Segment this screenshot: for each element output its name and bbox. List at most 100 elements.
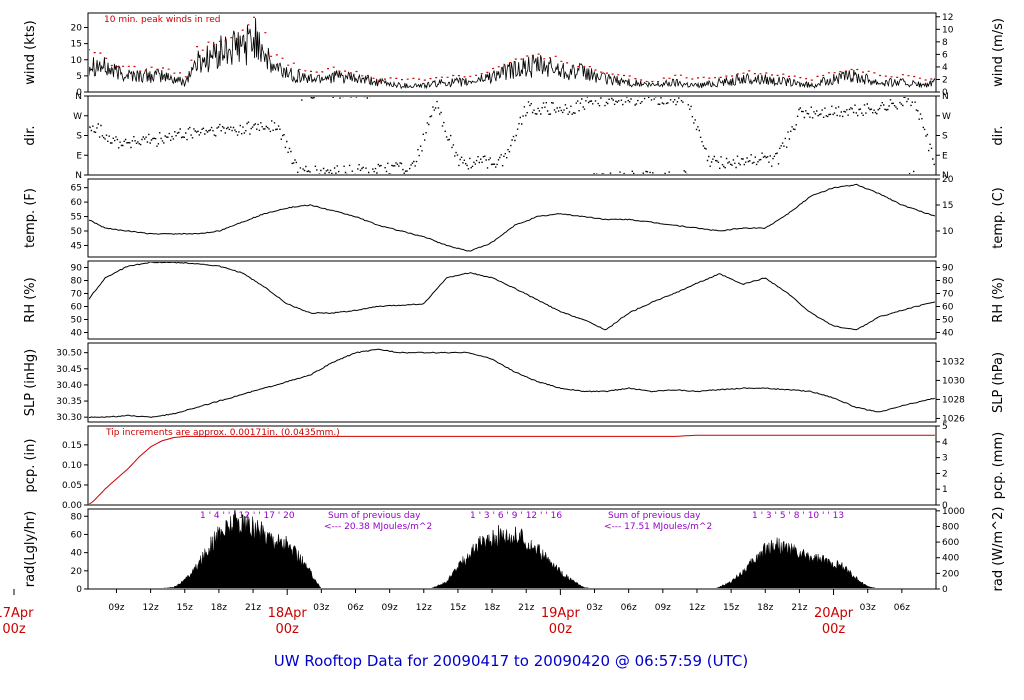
page-title: UW Rooftop Data for 20090417 to 20090420… (274, 652, 748, 670)
slp-right-tick-label: 1030 (942, 376, 965, 386)
time-tick-label: 18z (211, 603, 227, 613)
rh-left-tick-label: 90 (71, 264, 83, 274)
rh-right-tick-label: 40 (942, 329, 954, 339)
rh-panel-frame (87, 260, 937, 340)
slp-right-tick-label: 1026 (942, 414, 965, 424)
time-tick-label: 21z (518, 603, 534, 613)
wind-series-line (89, 18, 935, 90)
wind-panel-frame (87, 12, 937, 93)
temp-left-tick-label: 50 (71, 227, 83, 237)
temp-right-tick-label: 15 (942, 201, 953, 211)
time-tick-label: 09z (108, 603, 124, 613)
date-label-day: 18Apr (268, 606, 308, 621)
rh-left-tick-label: 80 (71, 277, 83, 287)
rad-left-axis-title: rad(Lgly/hr) (23, 511, 38, 587)
rad-right-tick-label: 600 (942, 538, 959, 548)
rh-left-tick-label: 70 (71, 290, 83, 300)
pcp-panel-frame (87, 425, 937, 506)
time-tick-label: 03z (860, 603, 876, 613)
time-tick-label: 06z (894, 603, 910, 613)
slp-left-tick-label: 30.45 (56, 365, 82, 375)
dir-left-tick-label: E (76, 151, 82, 161)
slp-left-tick-label: 30.30 (56, 413, 82, 423)
pcp-left-axis-title: pcp. (in) (23, 439, 38, 493)
pcp-left-tick-label: 0.00 (62, 501, 82, 511)
time-axis-layer: 09z 12z 15z 18z 21z 03z 06z 09z 12z 15z 18z 21z 03z 0… (0, 589, 910, 637)
rad-sum-value: <--- 20.38 MJoules/m^2 (324, 522, 432, 532)
rad-sum-value: <--- 17.51 MJoules/m^2 (604, 522, 712, 532)
wind-left-tick-label: 0 (76, 88, 82, 98)
date-label-hour: 00z (276, 622, 300, 637)
wind-right-tick-label: 0 (942, 88, 948, 98)
dir-right-axis-title: dir. (991, 125, 1006, 145)
temp-right-axis-title: temp. (C) (991, 187, 1006, 249)
dir-series-points (89, 97, 935, 174)
time-tick-label: 15z (723, 603, 739, 613)
pcp-right-axis-title: pcp. (mm) (991, 432, 1006, 499)
pcp-right-tick-label: 5 (942, 422, 948, 432)
pcp-right-tick-label: 3 (942, 454, 948, 464)
rad-left-tick-label: 20 (71, 567, 83, 577)
dir-right-tick-label: N (942, 171, 949, 181)
time-tick-label: 15z (450, 603, 466, 613)
time-tick-label: 09z (655, 603, 671, 613)
slp-left-tick-label: 30.35 (56, 397, 82, 407)
dir-right-tick-label: N (942, 92, 949, 102)
slp-right-tick-label: 1032 (942, 357, 965, 367)
time-tick-label: 12z (416, 603, 432, 613)
wind-right-tick-label: 2 (942, 75, 948, 85)
wind-right-tick-label: 4 (942, 63, 948, 73)
wind-right-tick-label: 12 (942, 13, 953, 23)
pcp-series-group (89, 434, 935, 504)
rad-hours-text: 1 ' 4 ' ' ' 12 ' ' 17 ' 20 (200, 511, 295, 521)
temp-right-tick-label: 10 (942, 227, 954, 237)
time-tick-label: 21z (245, 603, 261, 613)
rh-left-tick-label: 40 (71, 329, 83, 339)
rad-hours-text: 1 ' 3 ' 5 ' 8 ' 10 ' ' 13 (752, 511, 844, 521)
wind-left-tick-label: 5 (76, 72, 82, 82)
temp-left-tick-label: 65 (71, 184, 82, 194)
wind-right-tick-label: 6 (942, 50, 948, 60)
time-tick-label: 21z (791, 603, 807, 613)
dir-right-tick-label: S (942, 132, 948, 142)
time-tick-label: 12z (689, 603, 705, 613)
rad-left-tick-label: 40 (71, 549, 83, 559)
rh-right-axis-title: RH (%) (991, 277, 1006, 322)
rh-right-tick-label: 80 (942, 277, 954, 287)
rad-series-area (163, 510, 877, 588)
time-tick-label: 18z (757, 603, 773, 613)
rh-series-line (89, 262, 935, 331)
dir-left-tick-label: N (75, 92, 82, 102)
time-tick-label: 06z (347, 603, 363, 613)
wind-right-axis-title: wind (m/s) (991, 18, 1006, 87)
time-tick-label: 18z (484, 603, 500, 613)
slp-series-group (89, 348, 935, 419)
temp-right-tick-label: 20 (942, 175, 954, 185)
rad-right-tick-label: 400 (942, 554, 959, 564)
wind-annotation: 10 min. peak winds in red (104, 15, 221, 25)
date-label-hour: 00z (822, 622, 846, 637)
rh-right-tick-label: 90 (942, 264, 954, 274)
time-tick-label: 03z (313, 603, 329, 613)
date-label-day: 19Apr (541, 606, 581, 621)
temp-left-tick-label: 60 (71, 198, 83, 208)
dir-right-tick-label: W (942, 112, 951, 122)
rh-left-tick-label: 60 (71, 303, 83, 313)
temp-left-tick-label: 55 (71, 213, 82, 223)
date-label-day: 20Apr (814, 606, 854, 621)
rad-hours-text: 1 ' 3 ' 6 ' 9 ' 12 ' ' 16 (470, 511, 562, 521)
pcp-series-line (89, 434, 935, 504)
dir-left-tick-label: W (73, 112, 82, 122)
rad-right-tick-label: 1000 (942, 507, 965, 517)
pcp-annotation: Tip increments are approx. 0.00171in. (0… (105, 428, 340, 438)
slp-right-axis-title: SLP (hPa) (991, 352, 1006, 413)
pcp-right-tick-label: 0 (942, 501, 948, 511)
rad-series-group (163, 510, 877, 588)
temp-left-axis-title: temp. (F) (23, 188, 38, 248)
rh-series-group (89, 262, 935, 331)
date-label-day: 17Apr (0, 606, 34, 621)
rh-right-tick-label: 60 (942, 303, 954, 313)
wind-left-tick-label: 10 (71, 56, 83, 66)
time-tick-label: 09z (382, 603, 398, 613)
